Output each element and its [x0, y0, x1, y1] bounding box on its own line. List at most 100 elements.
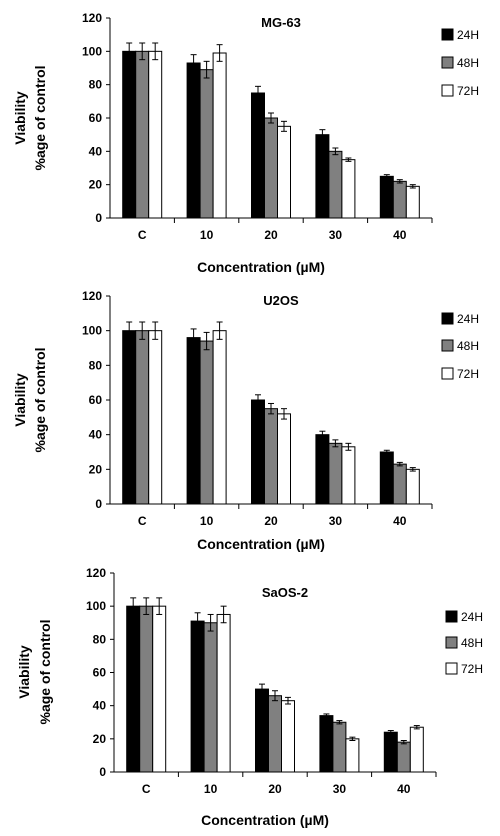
- bar-48h-30: [332, 721, 347, 773]
- bar-72h-20: [277, 125, 291, 219]
- legend-swatch-24h: [445, 610, 458, 623]
- bar-24h-C: [126, 605, 141, 773]
- y-tick-label: 0: [95, 211, 102, 225]
- legend-label-72h: 72H: [457, 84, 479, 98]
- bar-72h-20: [281, 700, 295, 773]
- bar-24h-20: [255, 688, 269, 773]
- bar-24h-30: [319, 715, 334, 773]
- bar-24h-C: [122, 50, 137, 219]
- y-tick-label: 40: [89, 144, 103, 158]
- bar-48h-C: [135, 50, 150, 219]
- bar-72h-10: [212, 330, 227, 505]
- bar-72h-40: [405, 185, 420, 219]
- chart-1: 0 20 40 60 80 100 120 C 10 20 30 40 MG-63 Concentrati…: [12, 11, 479, 275]
- bar-48h-40: [396, 741, 411, 773]
- y-axis-label-line-1: Viability: [12, 91, 28, 145]
- x-tick-label: 30: [329, 228, 343, 242]
- x-tick-label: 20: [264, 514, 278, 528]
- bar-24h-40: [379, 175, 394, 219]
- x-tick-label: 20: [268, 782, 282, 796]
- legend-label-24h: 24H: [457, 28, 479, 42]
- bar-24h-40: [383, 731, 398, 773]
- x-axis-label: Concentration (µM): [201, 812, 329, 828]
- chart-title: MG-63: [261, 15, 301, 30]
- x-tick-label: 10: [204, 782, 218, 796]
- bar-24h-10: [186, 337, 201, 505]
- bar-24h-10: [190, 620, 205, 773]
- bar-48h-20: [268, 695, 282, 773]
- legend-label-24h: 24H: [461, 610, 483, 624]
- legend-label-72h: 72H: [457, 367, 479, 381]
- y-tick-label: 20: [89, 178, 103, 192]
- y-tick-label: 100: [86, 599, 106, 613]
- bar-48h-C: [139, 605, 154, 773]
- y-tick-label: 100: [82, 324, 102, 338]
- y-tick-label: 80: [89, 78, 103, 92]
- bar-72h-10: [216, 613, 231, 773]
- bar-48h-30: [328, 150, 343, 219]
- bar-72h-30: [345, 738, 360, 773]
- chart-title: SaOS-2: [262, 585, 308, 600]
- x-tick-label: 30: [333, 782, 347, 796]
- legend-swatch-72h: [445, 662, 458, 675]
- x-axis-label: Concentration (µM): [197, 259, 325, 275]
- bar-72h-10: [212, 52, 227, 219]
- chart-title: U2OS: [263, 293, 299, 308]
- x-tick-label: C: [138, 514, 147, 528]
- y-tick-label: 0: [95, 497, 102, 511]
- bar-72h-20: [277, 413, 291, 505]
- bar-72h-C: [148, 50, 163, 219]
- y-tick-label: 80: [89, 358, 103, 372]
- bar-48h-20: [264, 117, 278, 219]
- x-axis-label: Concentration (µM): [197, 536, 325, 552]
- bar-72h-40: [409, 726, 424, 773]
- y-tick-label: 20: [89, 462, 103, 476]
- x-tick-label: 20: [264, 228, 278, 242]
- bar-24h-20: [251, 399, 265, 505]
- bar-24h-C: [122, 330, 137, 505]
- x-tick-label: 40: [393, 228, 407, 242]
- bar-24h-10: [186, 62, 201, 219]
- y-tick-label: 80: [93, 632, 107, 646]
- bar-72h-C: [148, 330, 163, 505]
- y-tick-label: 60: [89, 393, 103, 407]
- y-tick-label: 0: [99, 765, 106, 779]
- legend-label-72h: 72H: [461, 662, 483, 676]
- legend-label-48h: 48H: [461, 636, 483, 650]
- bar-48h-20: [264, 408, 278, 505]
- bar-72h-C: [152, 605, 167, 773]
- x-tick-label: C: [142, 782, 151, 796]
- x-tick-label: C: [138, 228, 147, 242]
- y-tick-label: 120: [82, 289, 102, 303]
- legend-swatch-48h: [445, 636, 458, 649]
- legend-label-48h: 48H: [457, 56, 479, 70]
- bar-72h-30: [341, 446, 356, 505]
- chart-2: 0 20 40 60 80 100 120 C 10 20 30 40 U2OS Concentratio…: [12, 289, 479, 552]
- legend-swatch-24h: [441, 312, 454, 325]
- legend-swatch-48h: [441, 56, 454, 69]
- y-axis-label-line-1: Viability: [16, 645, 32, 699]
- y-axis-label-line-2: %age of control: [32, 65, 48, 170]
- y-axis-label-line-2: %age of control: [37, 619, 53, 724]
- bar-24h-30: [315, 434, 330, 505]
- legend-label-24h: 24H: [457, 312, 479, 326]
- bar-24h-40: [379, 451, 394, 505]
- y-tick-label: 60: [89, 111, 103, 125]
- x-tick-label: 10: [200, 514, 214, 528]
- y-tick-label: 120: [86, 566, 106, 580]
- x-tick-label: 40: [393, 514, 407, 528]
- legend-swatch-72h: [441, 84, 454, 97]
- x-tick-label: 30: [329, 514, 343, 528]
- bar-48h-40: [392, 180, 407, 219]
- bar-24h-30: [315, 134, 330, 219]
- bar-48h-C: [135, 330, 150, 505]
- y-tick-label: 40: [93, 699, 107, 713]
- y-tick-label: 120: [82, 11, 102, 25]
- y-axis-label-line-2: %age of control: [32, 347, 48, 452]
- y-tick-label: 40: [89, 428, 103, 442]
- legend-swatch-24h: [441, 28, 454, 41]
- bar-48h-10: [199, 340, 214, 505]
- legend-swatch-72h: [441, 367, 454, 380]
- legend-swatch-48h: [441, 339, 454, 352]
